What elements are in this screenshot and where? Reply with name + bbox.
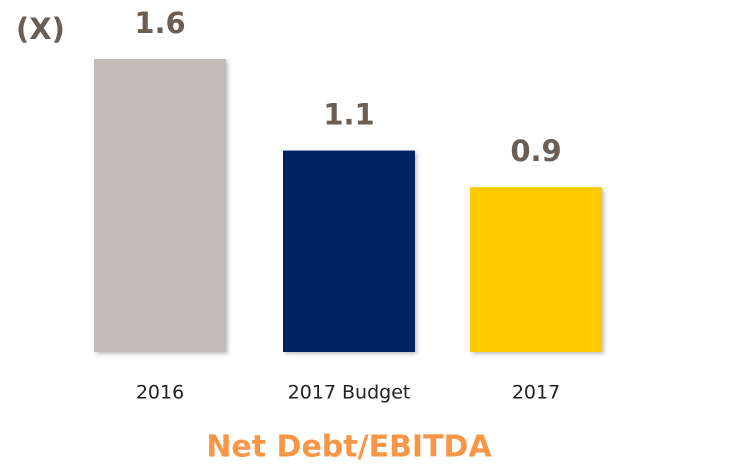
- unit-label: (X): [16, 12, 65, 46]
- chart-title: Net Debt/EBITDA: [206, 430, 492, 465]
- value-label: 0.9: [510, 134, 561, 168]
- x-tick-label: 2017 Budget: [288, 382, 411, 404]
- value-label: 1.1: [323, 98, 374, 132]
- value-label: 1.6: [134, 6, 185, 40]
- bar: [470, 187, 602, 352]
- x-tick-label: 2017: [512, 382, 560, 404]
- x-tick-label: 2016: [136, 382, 184, 404]
- bar: [94, 59, 226, 352]
- bar: [283, 150, 415, 352]
